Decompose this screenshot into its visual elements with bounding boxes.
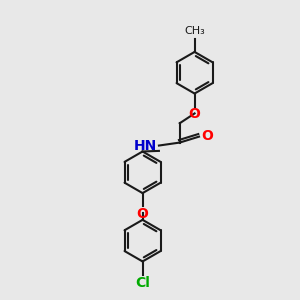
Text: CH₃: CH₃ (184, 26, 205, 37)
Text: O: O (136, 207, 148, 221)
Text: O: O (201, 129, 213, 143)
Text: O: O (189, 107, 200, 122)
Text: Cl: Cl (135, 276, 150, 290)
Text: HN: HN (134, 139, 158, 152)
